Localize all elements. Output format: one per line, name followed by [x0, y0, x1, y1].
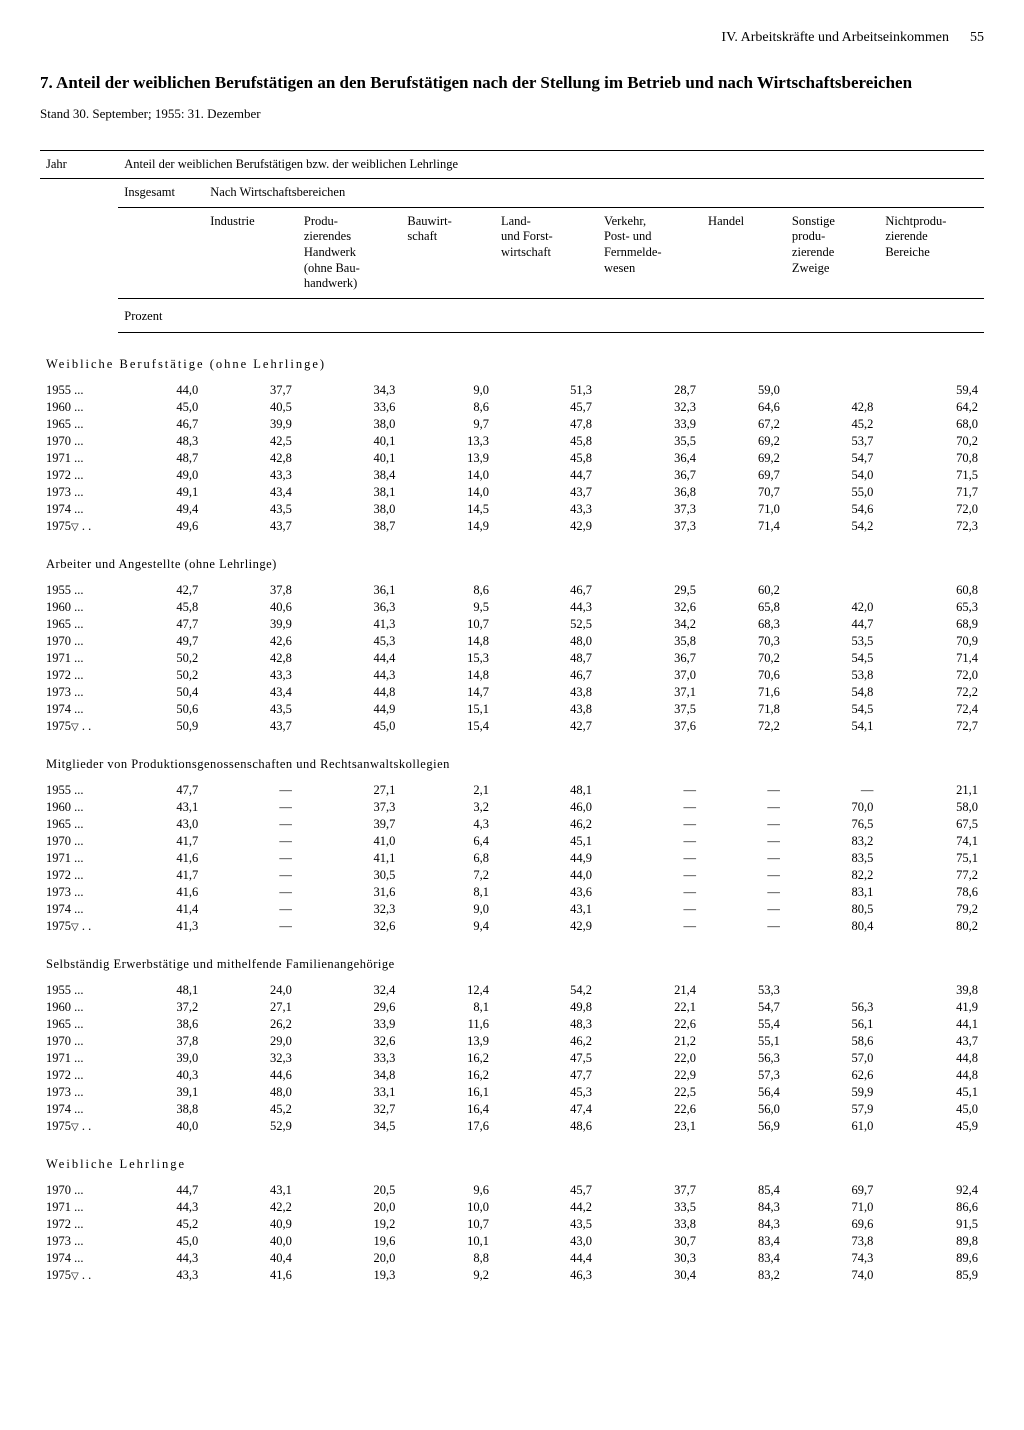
- table-row: 1970 ...49,742,645,314,848,035,870,353,5…: [40, 633, 984, 650]
- table-row: 1974 ...41,4—32,39,043,1——80,579,2: [40, 901, 984, 918]
- table-row: 1960 ...45,840,636,39,544,332,665,842,06…: [40, 599, 984, 616]
- table-row: 1975▽ . .43,341,619,39,246,330,483,274,0…: [40, 1267, 984, 1284]
- table-row: 1971 ...39,032,333,316,247,522,056,357,0…: [40, 1050, 984, 1067]
- table-row: 1973 ...50,443,444,814,743,837,171,654,8…: [40, 684, 984, 701]
- table-row: 1975▽ . .41,3—32,69,442,9——80,480,2: [40, 918, 984, 935]
- table-row: 1975▽ . .50,943,745,015,442,737,672,254,…: [40, 718, 984, 735]
- table-row: 1965 ...47,739,941,310,752,534,268,344,7…: [40, 616, 984, 633]
- table-row: 1971 ...48,742,840,113,945,836,469,254,7…: [40, 450, 984, 467]
- section-title: Weibliche Berufstätige (ohne Lehrlinge): [40, 335, 984, 382]
- table-row: 1971 ...50,242,844,415,348,736,770,254,5…: [40, 650, 984, 667]
- table-row: 1960 ...45,040,533,68,645,732,364,642,86…: [40, 399, 984, 416]
- table-row: 1965 ...46,739,938,09,747,833,967,245,26…: [40, 416, 984, 433]
- table-row: 1971 ...41,6—41,16,844,9——83,575,1: [40, 850, 984, 867]
- table-row: 1971 ...44,342,220,010,044,233,584,371,0…: [40, 1199, 984, 1216]
- table-row: 1970 ...37,829,032,613,946,221,255,158,6…: [40, 1033, 984, 1050]
- table-row: 1972 ...45,240,919,210,743,533,884,369,6…: [40, 1216, 984, 1233]
- table-row: 1975▽ . .49,643,738,714,942,937,371,454,…: [40, 518, 984, 535]
- page-title: 7. Anteil der weiblichen Berufstätigen a…: [40, 70, 984, 96]
- section-title: Arbeiter und Angestellte (ohne Lehrlinge…: [40, 535, 984, 582]
- page-number: 55: [970, 30, 984, 45]
- table-row: 1955 ...44,037,734,39,051,328,759,059,4: [40, 382, 984, 399]
- table-row: 1972 ...50,243,344,314,846,737,070,653,8…: [40, 667, 984, 684]
- table-row: 1955 ...47,7—27,12,148,1———21,1: [40, 782, 984, 799]
- section-title: Weibliche Lehrlinge: [40, 1135, 984, 1182]
- table-row: 1975▽ . .40,052,934,517,648,623,156,961,…: [40, 1118, 984, 1135]
- table-row: 1974 ...49,443,538,014,543,337,371,054,6…: [40, 501, 984, 518]
- table-row: 1973 ...45,040,019,610,143,030,783,473,8…: [40, 1233, 984, 1250]
- table-row: 1974 ...44,340,420,08,844,430,383,474,38…: [40, 1250, 984, 1267]
- table-row: 1970 ...41,7—41,06,445,1——83,274,1: [40, 833, 984, 850]
- table-row: 1972 ...41,7—30,57,244,0——82,277,2: [40, 867, 984, 884]
- section-title: Mitglieder von Produktionsgenossenschaft…: [40, 735, 984, 782]
- table-row: 1973 ...39,148,033,116,145,322,556,459,9…: [40, 1084, 984, 1101]
- table-row: 1955 ...48,124,032,412,454,221,453,339,8: [40, 982, 984, 999]
- table-row: 1972 ...49,043,338,414,044,736,769,754,0…: [40, 467, 984, 484]
- table-row: 1955 ...42,737,836,18,646,729,560,260,8: [40, 582, 984, 599]
- section-header: IV. Arbeitskräfte und Arbeitseinkommen: [721, 30, 949, 45]
- table-row: 1974 ...38,845,232,716,447,422,656,057,9…: [40, 1101, 984, 1118]
- table-row: 1973 ...49,143,438,114,043,736,870,755,0…: [40, 484, 984, 501]
- section-title: Selbständig Erwerbstätige und mithelfend…: [40, 935, 984, 982]
- table-row: 1973 ...41,6—31,68,143,6——83,178,6: [40, 884, 984, 901]
- table-row: 1970 ...44,743,120,59,645,737,785,469,79…: [40, 1182, 984, 1199]
- table-row: 1974 ...50,643,544,915,143,837,571,854,5…: [40, 701, 984, 718]
- table-row: 1960 ...37,227,129,68,149,822,154,756,34…: [40, 999, 984, 1016]
- table-row: 1960 ...43,1—37,33,246,0——70,058,0: [40, 799, 984, 816]
- table-row: 1972 ...40,344,634,816,247,722,957,362,6…: [40, 1067, 984, 1084]
- stand-line: Stand 30. September; 1955: 31. Dezember: [40, 106, 984, 122]
- table-row: 1965 ...38,626,233,911,648,322,655,456,1…: [40, 1016, 984, 1033]
- table-row: 1965 ...43,0—39,74,346,2——76,567,5: [40, 816, 984, 833]
- data-table: JahrAnteil der weiblichen Berufstätigen …: [40, 150, 984, 1284]
- table-row: 1970 ...48,342,540,113,345,835,569,253,7…: [40, 433, 984, 450]
